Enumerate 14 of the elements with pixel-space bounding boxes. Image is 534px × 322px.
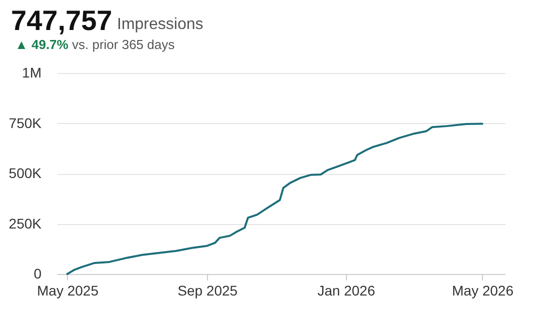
y-tick-label: 750K — [8, 114, 42, 131]
x-tick-label: Sep 2025 — [178, 282, 238, 298]
chart-title: 747,757 — [11, 5, 112, 36]
text: Impressions — [117, 16, 204, 33]
y-tick-label: 500K — [8, 165, 42, 181]
y-tick-label: 250K — [8, 215, 42, 232]
line-series — [66, 122, 484, 275]
x-tick-label: May 2026 — [452, 282, 514, 298]
chart-subtitle: vs. prior 365 days — [72, 37, 176, 52]
text: ▲ 49.7% — [15, 37, 69, 52]
x-tick-label: Jan 2026 — [318, 282, 376, 298]
y-tick-label: 0 — [34, 266, 42, 282]
y-tick-label: 1M — [22, 64, 42, 80]
x-tick-label: May 2025 — [36, 282, 99, 298]
